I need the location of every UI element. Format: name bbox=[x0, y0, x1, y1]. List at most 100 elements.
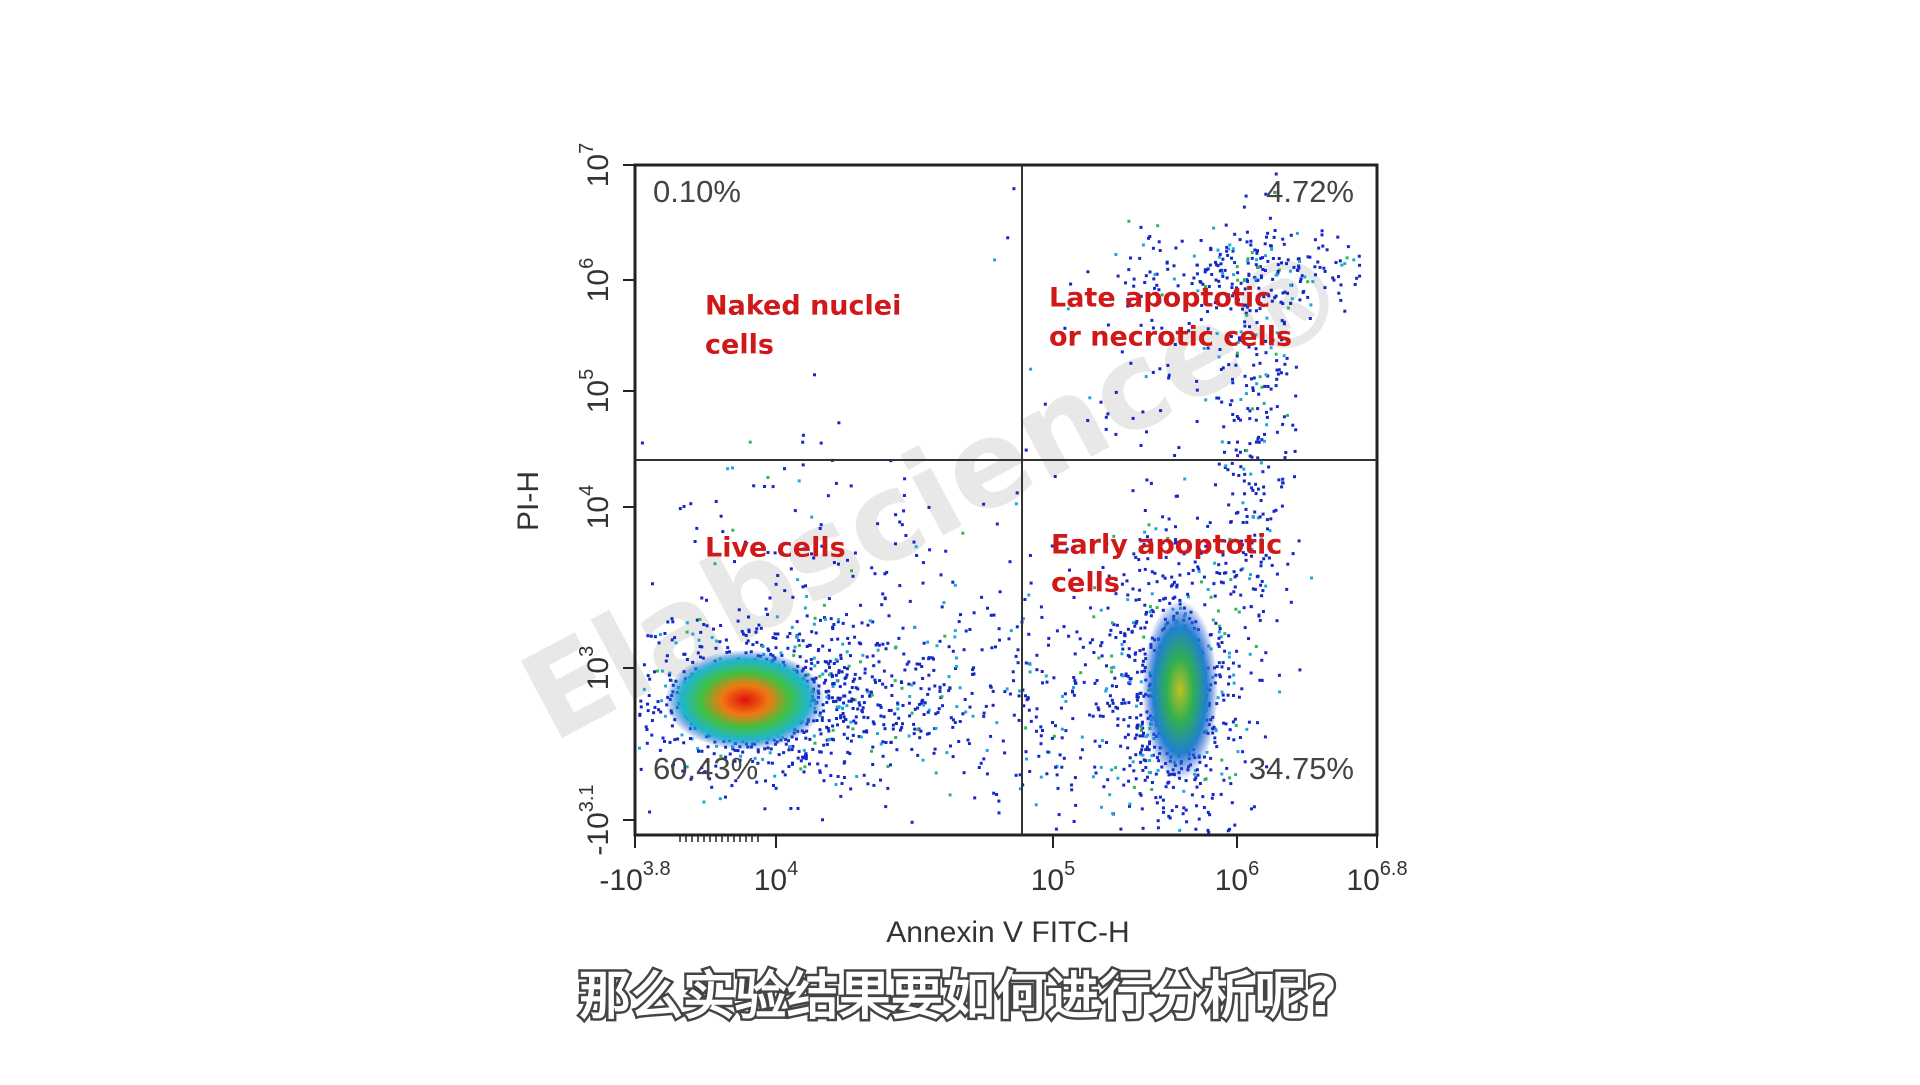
event-dot bbox=[810, 661, 814, 665]
event-dot bbox=[822, 743, 826, 747]
event-dot bbox=[913, 707, 917, 711]
event-dot bbox=[1114, 636, 1118, 639]
event-dot bbox=[1254, 492, 1258, 496]
event-dot bbox=[1128, 716, 1132, 719]
event-dot bbox=[1322, 266, 1326, 270]
event-dot bbox=[835, 679, 839, 683]
event-dot bbox=[1108, 704, 1112, 708]
event-dot bbox=[822, 603, 826, 607]
event-dot bbox=[1291, 552, 1295, 556]
tick-base: 10 bbox=[1215, 864, 1248, 897]
event-dot bbox=[889, 740, 893, 744]
event-dot bbox=[832, 700, 835, 704]
event-dot bbox=[1156, 819, 1160, 823]
event-dot bbox=[810, 552, 813, 556]
event-dot bbox=[1251, 539, 1255, 543]
event-dot bbox=[1128, 680, 1132, 684]
event-dot bbox=[799, 767, 803, 771]
event-dot bbox=[1073, 776, 1077, 780]
event-dot bbox=[980, 648, 984, 652]
event-dot bbox=[803, 753, 807, 757]
event-dot bbox=[1251, 386, 1255, 390]
event-dot bbox=[1132, 284, 1136, 288]
event-dot bbox=[834, 673, 838, 677]
event-dot bbox=[871, 654, 875, 658]
event-dot bbox=[1190, 282, 1194, 285]
event-dot bbox=[795, 635, 799, 639]
event-dot bbox=[1230, 461, 1234, 465]
event-dot bbox=[1139, 294, 1143, 298]
event-dot bbox=[1222, 571, 1226, 575]
event-dot bbox=[837, 562, 840, 566]
event-dot bbox=[1289, 283, 1292, 287]
event-dot bbox=[726, 646, 730, 650]
event-dot bbox=[1294, 394, 1298, 398]
event-dot bbox=[1239, 593, 1243, 597]
event-dot bbox=[1126, 733, 1130, 737]
event-dot bbox=[841, 712, 845, 715]
event-dot bbox=[1113, 676, 1117, 680]
event-dot bbox=[1066, 307, 1070, 311]
event-dot bbox=[953, 635, 957, 639]
event-dot bbox=[1072, 686, 1075, 689]
event-dot bbox=[1035, 653, 1039, 657]
event-dot bbox=[883, 727, 887, 731]
event-dot bbox=[660, 699, 664, 703]
event-dot bbox=[1192, 276, 1196, 280]
event-dot bbox=[854, 721, 858, 725]
event-dot bbox=[841, 642, 845, 646]
event-dot bbox=[1218, 348, 1222, 351]
event-dot bbox=[862, 773, 866, 777]
event-dot bbox=[1161, 515, 1165, 519]
event-dot bbox=[1129, 677, 1133, 681]
event-dot bbox=[886, 765, 890, 768]
event-dot bbox=[1217, 396, 1221, 400]
quadrant-percent: 60.43% bbox=[653, 751, 758, 786]
event-dot bbox=[1106, 778, 1110, 782]
event-dot bbox=[1158, 599, 1162, 602]
event-dot bbox=[1224, 722, 1228, 726]
event-dot bbox=[783, 773, 787, 777]
event-dot bbox=[1242, 467, 1246, 471]
event-dot bbox=[739, 754, 743, 758]
event-dot bbox=[1302, 289, 1306, 293]
event-dot bbox=[1112, 588, 1116, 592]
event-dot bbox=[1250, 486, 1254, 490]
event-dot bbox=[1230, 399, 1234, 403]
event-dot bbox=[827, 662, 831, 666]
tick-exponent: 5 bbox=[1064, 858, 1075, 880]
event-dot bbox=[1261, 256, 1264, 260]
event-dot bbox=[934, 771, 938, 775]
event-dot bbox=[902, 509, 906, 513]
tick-exponent: 4 bbox=[576, 485, 598, 496]
event-dot bbox=[1214, 263, 1218, 267]
event-dot bbox=[839, 653, 843, 657]
event-dot bbox=[1045, 680, 1049, 684]
event-dot bbox=[1231, 472, 1235, 476]
event-dot bbox=[846, 636, 850, 640]
event-dot bbox=[1176, 284, 1180, 288]
event-dot bbox=[1221, 693, 1225, 697]
event-dot bbox=[1128, 802, 1132, 806]
event-dot bbox=[664, 659, 668, 663]
event-dot bbox=[655, 669, 659, 673]
event-dot bbox=[1063, 692, 1067, 696]
event-dot bbox=[1318, 265, 1322, 269]
event-dot bbox=[1160, 326, 1164, 330]
event-dot bbox=[1256, 437, 1260, 441]
event-dot bbox=[813, 373, 816, 377]
event-dot bbox=[1120, 652, 1124, 656]
event-dot bbox=[1056, 786, 1060, 790]
event-dot bbox=[1120, 582, 1124, 586]
event-dot bbox=[1145, 745, 1149, 749]
event-dot bbox=[722, 757, 726, 761]
event-dot bbox=[1280, 338, 1284, 342]
event-dot bbox=[908, 599, 912, 603]
event-dot bbox=[1134, 651, 1138, 655]
event-dot bbox=[1027, 593, 1031, 597]
event-dot bbox=[656, 700, 660, 704]
event-dot bbox=[797, 749, 801, 753]
event-dot bbox=[647, 694, 651, 697]
tick-label: 104 bbox=[576, 485, 615, 530]
